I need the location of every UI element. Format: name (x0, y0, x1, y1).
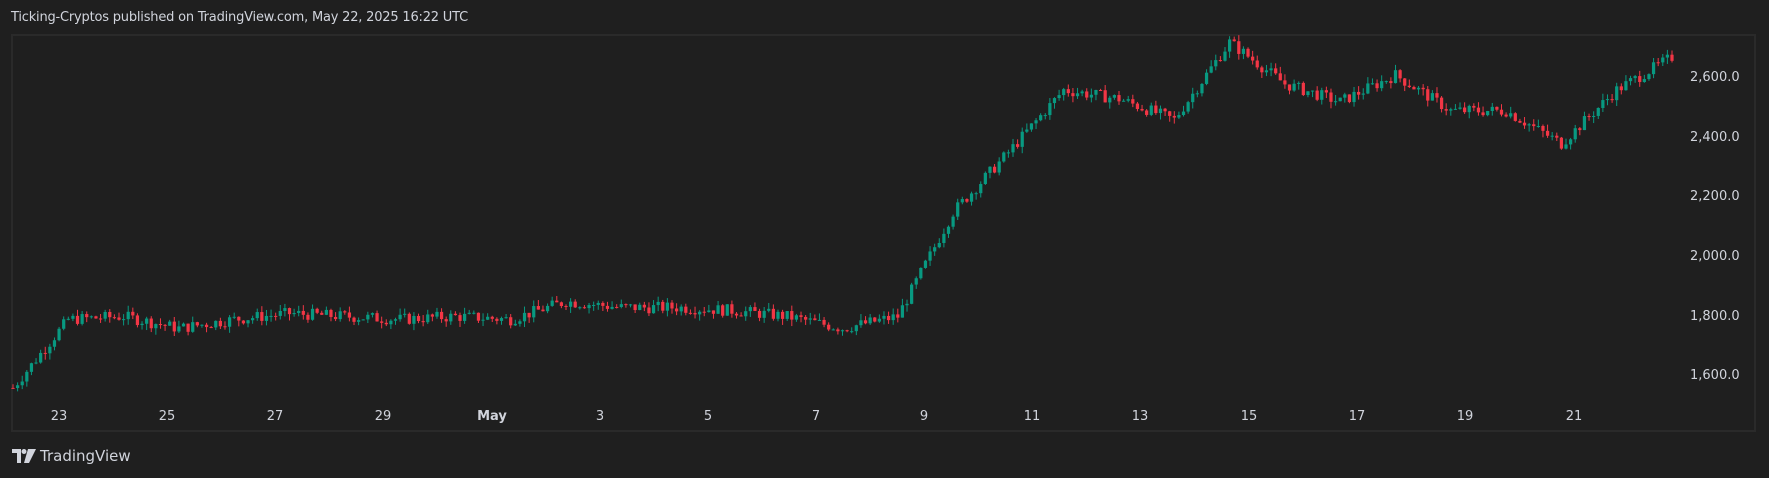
brand-name: TradingView (40, 447, 131, 465)
price-tick: 2,600.0 (1690, 70, 1740, 85)
date-tick: 17 (1348, 409, 1366, 424)
date-tick: 23 (50, 409, 68, 424)
date-tick: 11 (1023, 409, 1041, 424)
date-tick: 7 (811, 409, 821, 424)
price-tick: 1,800.0 (1690, 309, 1740, 324)
date-tick: 9 (919, 409, 929, 424)
price-tick: 2,200.0 (1690, 189, 1740, 204)
date-tick-month: May (477, 409, 507, 424)
tradingview-logo-icon (12, 449, 36, 463)
date-tick: 21 (1565, 409, 1583, 424)
chart-frame[interactable] (11, 34, 1756, 432)
price-tick: 2,000.0 (1690, 249, 1740, 264)
date-tick: 3 (595, 409, 605, 424)
price-tick: 1,600.0 (1690, 368, 1740, 383)
date-tick: 15 (1240, 409, 1258, 424)
tradingview-brand[interactable]: TradingView (12, 447, 131, 465)
date-tick: 27 (266, 409, 284, 424)
date-tick: 5 (703, 409, 713, 424)
date-tick: 13 (1131, 409, 1149, 424)
date-tick: 29 (374, 409, 392, 424)
publish-caption: Ticking-Cryptos published on TradingView… (11, 10, 468, 25)
date-tick: 25 (158, 409, 176, 424)
date-tick: 19 (1456, 409, 1474, 424)
price-tick: 2,400.0 (1690, 130, 1740, 145)
